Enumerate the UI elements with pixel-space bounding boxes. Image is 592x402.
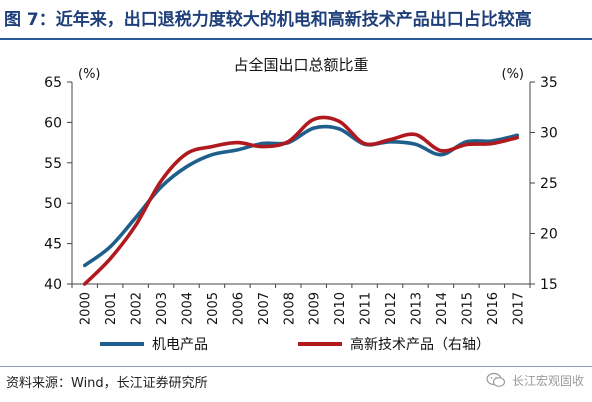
source-note: 资料来源：Wind，长江证券研究所 [6,376,208,391]
right-axis-unit: (%) [502,67,525,82]
left-tick-label: 40 [44,277,62,293]
left-tick-label: 60 [44,115,62,131]
chart-area: 占全国出口总额比重 40 45 50 55 60 65 (%) 15 20 25 30 35 (%) 200… [0,42,592,362]
x-tick-label: 2007 [257,292,272,325]
left-tick-label: 65 [44,75,62,91]
right-tick-label: 20 [540,227,558,243]
x-tick-label: 2015 [460,292,475,325]
series-line-1 [82,124,520,268]
x-tick-label: 2016 [486,292,501,325]
x-tick-label: 2004 [181,292,196,325]
series-line-2 [82,115,520,286]
left-tick-label: 50 [44,196,62,212]
figure-title: 图 7：近年来，出口退税力度较大的机电和高新技术产品出口占比较高 [4,10,532,30]
legend-label-2: 高新技术产品（右轴） [350,336,490,353]
x-tick-label: 2017 [511,292,526,325]
right-tick-label: 15 [540,277,558,293]
legend-label-1: 机电产品 [152,337,208,353]
bottom-divider [0,366,592,367]
right-tick-label: 35 [540,75,558,91]
x-tick-label: 2008 [282,292,297,325]
left-axis-unit: (%) [78,67,101,82]
line-chart: 占全国出口总额比重 40 45 50 55 60 65 (%) 15 20 25 30 35 (%) 200… [44,56,558,353]
figure-title-bar: 图 7：近年来，出口退税力度较大的机电和高新技术产品出口占比较高 [0,0,592,40]
x-tick-label: 2003 [155,292,170,325]
watermark-text: 长江宏观固收 [511,373,584,388]
right-tick-label: 30 [540,126,558,142]
left-tick-label: 45 [44,237,62,253]
x-tick-label: 2005 [206,292,221,325]
watermark: 长江宏观固收 [486,369,584,391]
x-tick-label: 2000 [79,292,94,325]
right-tick-label: 25 [540,176,558,192]
left-tick-label: 55 [44,156,62,172]
x-tick-label: 2014 [435,292,450,325]
chart-title: 占全国出口总额比重 [233,56,368,74]
x-tick-label: 2009 [308,292,323,325]
x-tick-label: 2002 [130,292,145,325]
x-tick-label: 2011 [359,292,374,325]
x-tick-label: 2006 [231,292,246,325]
wechat-icon [486,372,506,387]
x-tick-label: 2013 [410,292,425,325]
x-tick-label: 2012 [384,292,399,325]
x-tick-label: 2010 [333,292,348,325]
x-tick-label: 2001 [104,292,119,325]
